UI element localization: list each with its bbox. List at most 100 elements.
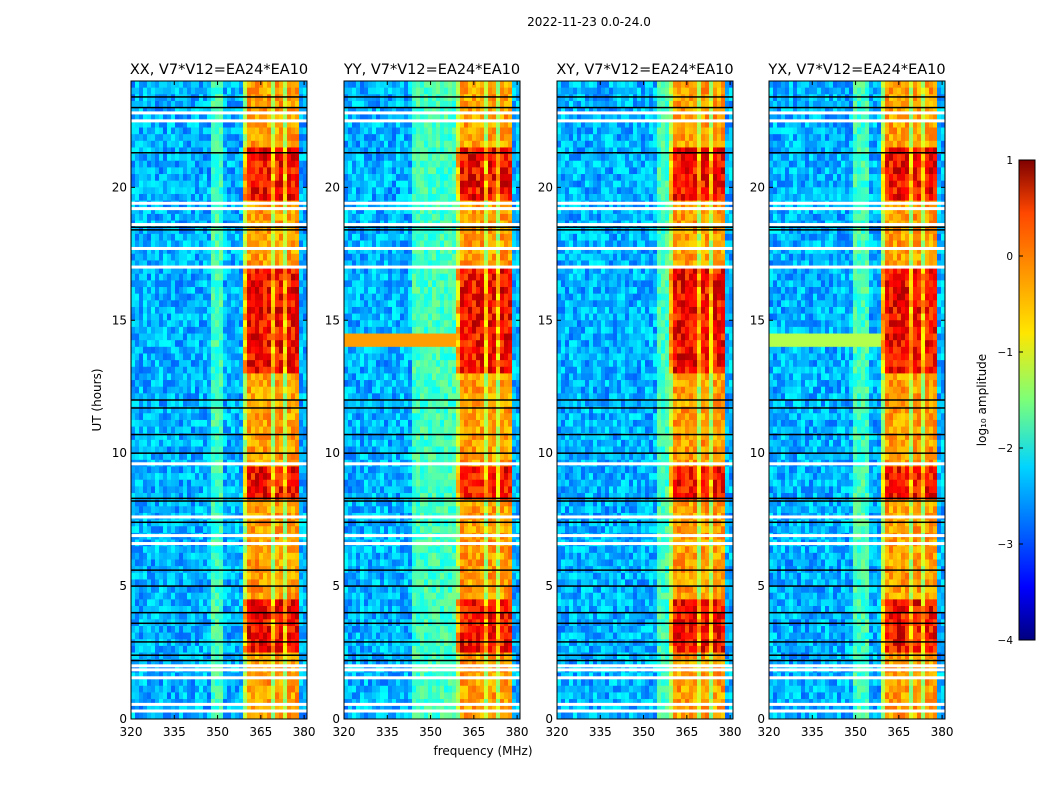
heatmap-cell <box>259 586 264 594</box>
heatmap-cell <box>183 652 188 660</box>
heatmap-cell <box>432 174 437 182</box>
heatmap-cell <box>167 340 172 348</box>
heatmap-cell <box>131 287 136 295</box>
heatmap-cell <box>167 453 172 461</box>
heatmap-cell <box>147 632 152 640</box>
heatmap-cell <box>203 705 208 713</box>
heatmap-cell <box>215 672 220 680</box>
heatmap-cell <box>287 705 292 713</box>
heatmap-cell <box>287 393 292 401</box>
heatmap-cell <box>155 572 160 580</box>
heatmap-cell <box>392 147 397 155</box>
heatmap-cell <box>271 326 276 335</box>
heatmap-cell <box>159 140 164 148</box>
heatmap-cell <box>171 306 176 315</box>
heatmap-cell <box>179 134 184 142</box>
heatmap-cell <box>151 360 156 368</box>
heatmap-cell <box>163 207 168 215</box>
heatmap-cell <box>259 174 264 182</box>
heatmap-cell <box>171 81 176 89</box>
heatmap-cell <box>488 147 493 155</box>
heatmap-cell <box>199 679 204 687</box>
heatmap-cell <box>147 652 152 660</box>
heatmap-cell <box>215 94 220 102</box>
heatmap-cell <box>143 652 148 660</box>
heatmap-cell <box>163 253 168 261</box>
heatmap-cell <box>191 519 196 527</box>
heatmap-cell <box>203 439 208 448</box>
heatmap-cell <box>191 353 196 361</box>
heatmap-cell <box>195 346 200 354</box>
heatmap-cell <box>283 406 288 414</box>
heatmap-cell <box>167 154 172 162</box>
flag-row-white <box>131 207 307 211</box>
heatmap-cell <box>512 154 517 162</box>
heatmap-cell <box>496 180 501 188</box>
heatmap-cell <box>428 180 433 188</box>
heatmap-cell <box>348 120 353 129</box>
heatmap-cell <box>143 493 148 501</box>
heatmap-cell <box>179 140 184 148</box>
heatmap-cell <box>167 94 172 102</box>
heatmap-cell <box>163 114 168 122</box>
heatmap-cell <box>239 233 244 241</box>
heatmap-cell <box>159 94 164 102</box>
heatmap-cell <box>287 659 292 667</box>
heatmap-cell <box>271 559 276 567</box>
heatmap-cell <box>163 213 168 222</box>
heatmap-cell <box>223 233 228 241</box>
heatmap-cell <box>163 134 168 142</box>
heatmap-cell <box>135 406 140 414</box>
heatmap-cell <box>279 679 284 687</box>
heatmap-cell <box>175 346 180 354</box>
heatmap-cell <box>303 120 308 129</box>
heatmap-cell <box>155 599 160 607</box>
heatmap-cell <box>287 645 292 654</box>
heatmap-cell <box>135 699 140 707</box>
heatmap-cell <box>203 712 208 720</box>
heatmap-cell <box>219 154 224 162</box>
heatmap-cell <box>227 306 232 315</box>
heatmap-cell <box>291 233 296 241</box>
heatmap-cell <box>179 94 184 102</box>
heatmap-cell <box>508 167 513 175</box>
heatmap-cell <box>215 373 220 381</box>
heatmap-cell <box>175 426 180 434</box>
heatmap-cell <box>143 712 148 720</box>
heatmap-cell <box>243 599 248 607</box>
heatmap-cell <box>283 526 288 534</box>
heatmap-cell <box>131 333 136 341</box>
heatmap-cell <box>179 685 184 693</box>
heatmap-cell <box>235 672 240 680</box>
heatmap-cell <box>404 120 409 129</box>
heatmap-cell <box>295 705 300 713</box>
heatmap-cell <box>167 659 172 667</box>
heatmap-cell <box>183 632 188 640</box>
heatmap-cell <box>291 712 296 720</box>
heatmap-cell <box>179 546 184 554</box>
heatmap-cell <box>147 506 152 514</box>
heatmap-cell <box>227 160 232 168</box>
heatmap-cell <box>267 320 272 328</box>
heatmap-cell <box>299 579 304 587</box>
heatmap-cell <box>380 120 385 129</box>
heatmap-cell <box>275 473 280 481</box>
heatmap-cell <box>275 174 280 182</box>
heatmap-cell <box>251 174 256 182</box>
heatmap-cell <box>259 606 264 614</box>
heatmap-cell <box>255 599 260 607</box>
heatmap-cell <box>191 552 196 560</box>
panel-1-frame <box>130 80 308 720</box>
heatmap-cell <box>223 360 228 368</box>
heatmap-cell <box>199 280 204 288</box>
heatmap-cell <box>199 193 204 202</box>
heatmap-cell <box>400 160 405 168</box>
heatmap-cell <box>247 193 252 202</box>
heatmap-cell <box>183 380 188 388</box>
heatmap-cell <box>207 287 212 295</box>
heatmap-cell <box>235 486 240 494</box>
heatmap-cell <box>239 466 244 474</box>
heatmap-cell <box>235 439 240 448</box>
heatmap-cell <box>199 639 204 647</box>
heatmap-cell <box>207 393 212 401</box>
